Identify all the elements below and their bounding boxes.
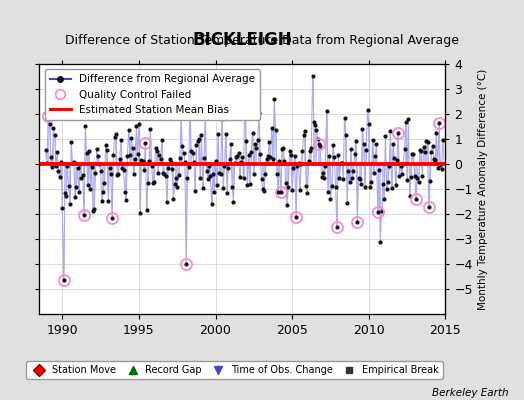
Legend: Station Move, Record Gap, Time of Obs. Change, Empirical Break: Station Move, Record Gap, Time of Obs. C…	[26, 361, 443, 379]
Text: Difference of Station Temperature Data from Regional Average: Difference of Station Temperature Data f…	[65, 34, 459, 47]
Title: BICKLEIGH: BICKLEIGH	[192, 30, 292, 48]
Y-axis label: Monthly Temperature Anomaly Difference (°C): Monthly Temperature Anomaly Difference (…	[478, 68, 488, 310]
Text: Berkeley Earth: Berkeley Earth	[432, 388, 508, 398]
Legend: Difference from Regional Average, Quality Control Failed, Estimated Station Mean: Difference from Regional Average, Qualit…	[45, 69, 260, 120]
